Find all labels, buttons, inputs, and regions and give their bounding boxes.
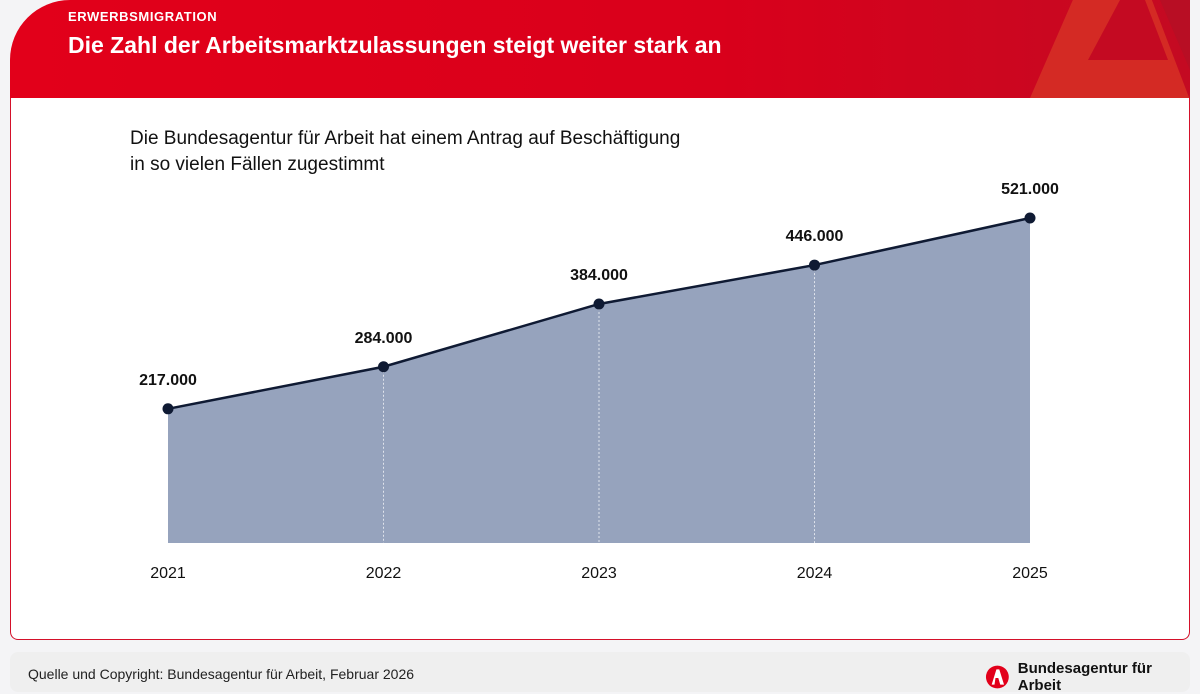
- x-tick-label: 2023: [581, 565, 617, 582]
- data-point: [809, 259, 820, 271]
- data-point: [593, 298, 605, 310]
- source-text: Quelle und Copyright: Bundesagentur für …: [28, 666, 415, 682]
- x-tick-label: 2021: [150, 565, 186, 582]
- logo-text: Bundesagentur für Arbeit: [1017, 660, 1152, 694]
- chart-title-line: Die Bundesagentur für Arbeit hat einem A…: [130, 128, 681, 149]
- data-point: [162, 403, 174, 415]
- data-point: [1024, 212, 1036, 224]
- data-label: 521.000: [1001, 181, 1059, 198]
- x-tick-label: 2024: [797, 565, 833, 582]
- data-label: 446.000: [786, 228, 844, 245]
- ba-logo: Bundesagentur für Arbeit: [985, 660, 1190, 694]
- data-label: 217.000: [139, 372, 197, 389]
- area-chart: 217.000 2021 284.000 2022 384.000 2023 446.000…: [139, 181, 1059, 582]
- chart-title-line: in so vielen Fällen zugestimmt: [130, 154, 385, 175]
- chart-title: Die Bundesagentur für Arbeit hat einem A…: [130, 126, 680, 178]
- kicker: ERWERBSMIGRATION: [68, 9, 218, 24]
- x-tick-label: 2025: [1012, 565, 1048, 582]
- data-label: 384.000: [570, 267, 628, 284]
- brand-logo-watermark: [1030, 0, 1190, 98]
- ba-logo-icon: [985, 665, 1009, 689]
- data-label: 284.000: [355, 330, 413, 347]
- page-title: Die Zahl der Arbeitsmarktzulassungen ste…: [68, 32, 722, 58]
- footer: Quelle und Copyright: Bundesagentur für …: [10, 652, 1190, 694]
- header-banner: ERWERBSMIGRATION Die Zahl der Arbeitsmar…: [10, 0, 1190, 98]
- data-point: [378, 361, 389, 373]
- x-tick-label: 2022: [366, 565, 402, 582]
